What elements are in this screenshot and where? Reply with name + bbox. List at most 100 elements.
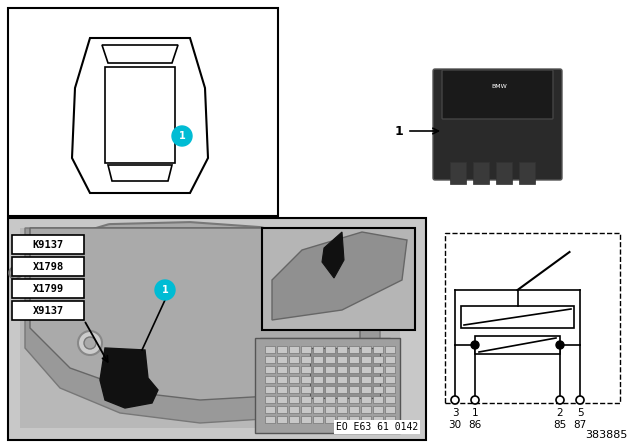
Bar [373,376,383,383]
Text: BMW: BMW [491,83,507,89]
Bar [445,233,620,403]
Circle shape [84,337,96,349]
Polygon shape [322,232,344,278]
Bar [337,346,347,353]
Bar [473,162,489,184]
Circle shape [471,341,479,349]
Circle shape [576,396,584,404]
Bar [325,386,335,393]
Bar [385,406,395,413]
Circle shape [556,341,564,349]
Bar [337,416,347,423]
Bar [361,386,371,393]
Polygon shape [105,67,175,163]
Bar [373,416,383,423]
Bar [385,416,395,423]
Bar [361,346,371,353]
Bar [301,396,311,403]
Bar [349,416,359,423]
Text: X1798: X1798 [33,262,63,271]
Text: 87: 87 [573,420,587,430]
Bar [385,366,395,373]
Bar [337,366,347,373]
Circle shape [172,126,192,146]
Bar [8,8,278,216]
Bar [337,356,347,363]
Text: X1799: X1799 [33,284,63,293]
Bar [325,356,335,363]
Bar [277,366,287,373]
Bar [519,162,535,184]
Polygon shape [100,348,158,408]
Bar [373,406,383,413]
Text: 1: 1 [394,125,403,138]
Text: K9137: K9137 [33,240,63,250]
Bar [301,376,311,383]
Bar [301,416,311,423]
Bar [361,356,371,363]
Polygon shape [20,228,400,428]
Polygon shape [72,38,208,193]
Bar [310,348,380,398]
Bar [349,386,359,393]
FancyBboxPatch shape [433,69,562,180]
Text: 3: 3 [452,408,458,418]
Bar [265,416,275,423]
Bar [277,346,287,353]
Bar [260,338,390,418]
Polygon shape [108,165,172,181]
Bar [277,406,287,413]
Polygon shape [25,228,380,423]
Bar [277,376,287,383]
Text: 1: 1 [162,285,168,295]
Text: 383885: 383885 [586,430,628,440]
Bar [385,386,395,393]
Polygon shape [102,45,178,63]
Bar [361,406,371,413]
Bar [301,386,311,393]
Bar [301,356,311,363]
Bar [289,346,299,353]
Bar [349,356,359,363]
Text: 30: 30 [449,420,461,430]
Bar [325,346,335,353]
Text: 5: 5 [577,408,583,418]
Bar [325,416,335,423]
Bar [337,376,347,383]
Bar [289,416,299,423]
Bar [325,406,335,413]
Bar [265,376,275,383]
Bar [262,228,415,330]
Bar [12,235,84,254]
Text: 86: 86 [468,420,482,430]
Bar [301,366,311,373]
Bar [361,416,371,423]
Bar [373,366,383,373]
Bar [313,386,323,393]
Bar [12,279,84,298]
Bar [361,396,371,403]
Bar [289,366,299,373]
Text: EO E63 61 0142: EO E63 61 0142 [336,422,418,432]
Bar [373,356,383,363]
Bar [265,406,275,413]
Bar [337,396,347,403]
Bar [277,396,287,403]
Bar [313,406,323,413]
Bar [313,376,323,383]
Bar [277,356,287,363]
Bar [385,376,395,383]
Bar [313,416,323,423]
Text: 1: 1 [179,131,186,141]
Bar [385,396,395,403]
Bar [289,376,299,383]
Bar [265,366,275,373]
Bar [325,366,335,373]
Bar [373,346,383,353]
Bar [349,406,359,413]
Bar [349,396,359,403]
Polygon shape [272,232,407,320]
Bar [349,366,359,373]
Text: 85: 85 [554,420,566,430]
Bar [325,396,335,403]
